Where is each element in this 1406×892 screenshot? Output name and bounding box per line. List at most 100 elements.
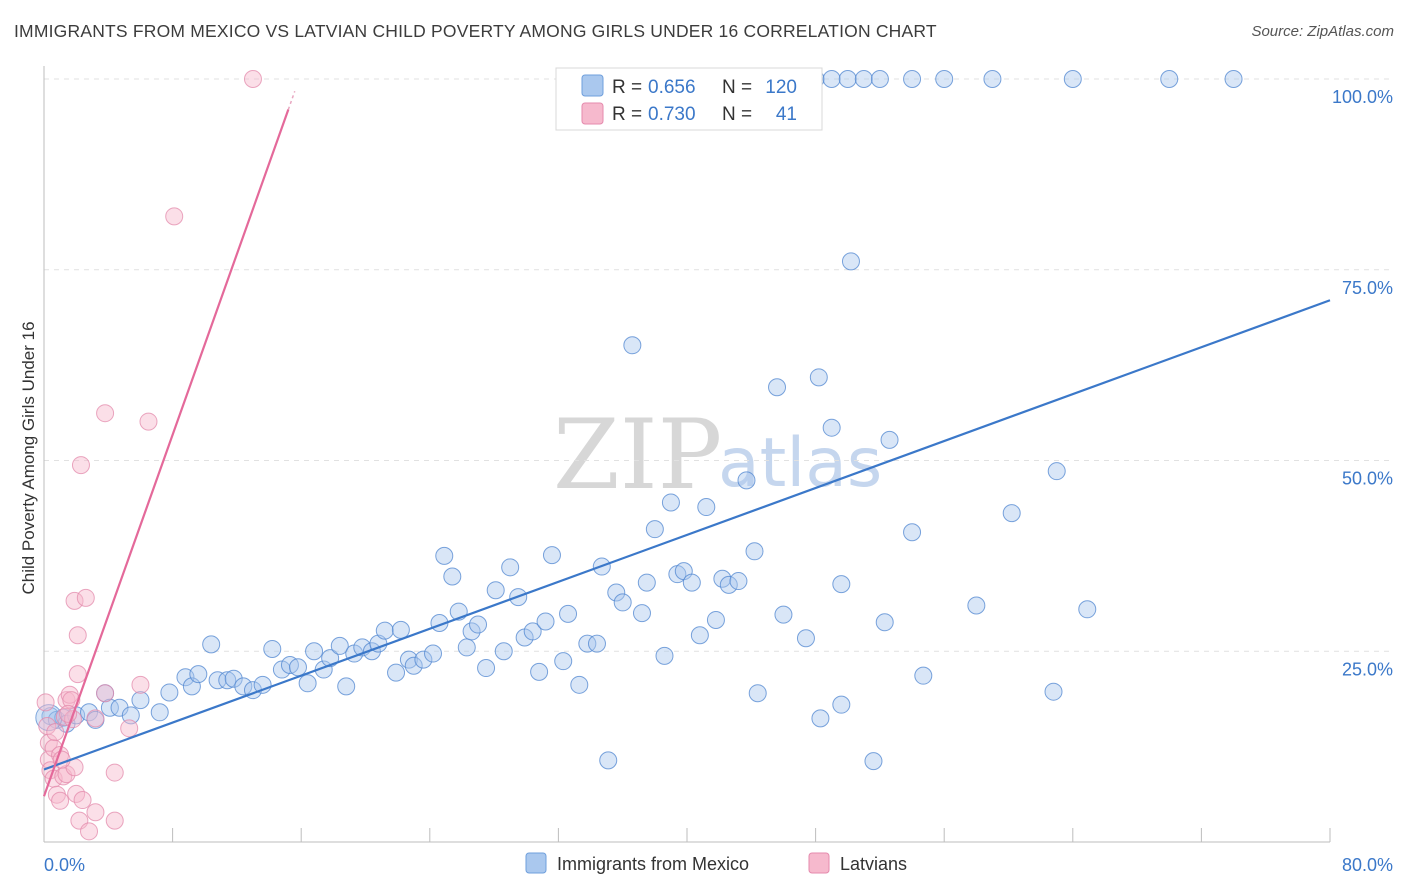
data-point bbox=[570, 675, 589, 694]
data-point bbox=[645, 520, 664, 539]
data-point bbox=[36, 693, 55, 712]
data-point bbox=[71, 456, 90, 475]
data-point bbox=[68, 665, 87, 684]
data-point bbox=[655, 646, 674, 665]
legend-swatch-latvian bbox=[581, 102, 604, 125]
data-point bbox=[822, 70, 841, 88]
data-point bbox=[838, 70, 857, 88]
data-point bbox=[841, 252, 860, 271]
data-point bbox=[399, 650, 418, 669]
legend-r-value-latvian: 0.730 bbox=[648, 104, 696, 125]
data-point bbox=[477, 659, 496, 678]
data-point bbox=[613, 593, 632, 612]
data-point bbox=[854, 70, 873, 88]
data-point bbox=[875, 613, 894, 632]
data-point bbox=[80, 822, 99, 841]
trend-lines bbox=[42, 90, 1331, 797]
data-point bbox=[189, 665, 208, 684]
data-point bbox=[68, 626, 87, 645]
data-point bbox=[86, 803, 105, 822]
data-point bbox=[1063, 70, 1082, 88]
legend-r-label-mexico: R = bbox=[612, 77, 642, 98]
data-point bbox=[150, 703, 169, 722]
data-point bbox=[1002, 504, 1021, 523]
data-point bbox=[523, 622, 542, 641]
data-point bbox=[391, 620, 410, 639]
legend-r-label-latvian: R = bbox=[612, 104, 642, 125]
data-point bbox=[607, 583, 626, 602]
data-point bbox=[661, 493, 680, 512]
data-point bbox=[637, 573, 656, 592]
y-tick-label: 25.0% bbox=[1342, 659, 1393, 679]
data-point bbox=[697, 498, 716, 517]
data-point bbox=[1078, 600, 1097, 619]
trend-line-latvian-extension bbox=[287, 90, 296, 110]
data-point bbox=[120, 719, 139, 738]
data-point bbox=[832, 695, 851, 714]
legend-swatch-mexico bbox=[581, 74, 604, 97]
data-point bbox=[870, 70, 889, 88]
data-point bbox=[542, 546, 561, 565]
data-point bbox=[218, 671, 237, 690]
data-point bbox=[234, 677, 253, 696]
data-point bbox=[105, 811, 124, 830]
data-point bbox=[387, 663, 406, 682]
data-point bbox=[903, 523, 922, 542]
data-point bbox=[486, 581, 505, 600]
data-point bbox=[983, 70, 1002, 88]
data-point bbox=[822, 418, 841, 437]
data-point bbox=[121, 706, 140, 725]
data-point bbox=[337, 677, 356, 696]
data-point bbox=[298, 674, 317, 693]
y-tick-label: 50.0% bbox=[1342, 469, 1393, 489]
data-point bbox=[682, 573, 701, 592]
data-point bbox=[65, 591, 84, 610]
data-point bbox=[774, 605, 793, 624]
data-point bbox=[748, 684, 767, 703]
data-point bbox=[76, 588, 95, 607]
data-point bbox=[51, 791, 70, 810]
data-point bbox=[443, 567, 462, 586]
data-point bbox=[745, 542, 764, 561]
data-point bbox=[165, 207, 184, 226]
data-point bbox=[243, 70, 262, 88]
data-point bbox=[796, 629, 815, 648]
data-point bbox=[768, 378, 787, 397]
legend-n-label-mexico: N = bbox=[722, 77, 752, 98]
data-point bbox=[530, 662, 549, 681]
data-point bbox=[1047, 462, 1066, 481]
legend-n-value-latvian: 41 bbox=[776, 104, 797, 125]
x-tick-label-min: 0.0% bbox=[44, 855, 85, 875]
bottom-legend-label-mexico: Immigrants from Mexico bbox=[557, 854, 749, 874]
source-label: Source: ZipAtlas.com bbox=[1251, 23, 1394, 40]
data-point bbox=[305, 642, 324, 661]
legend-n-value-mexico: 120 bbox=[765, 77, 797, 98]
data-point bbox=[729, 572, 748, 591]
watermark-atlas: atlas bbox=[718, 424, 882, 503]
data-point bbox=[96, 684, 115, 703]
data-point bbox=[632, 604, 651, 623]
data-point bbox=[578, 634, 597, 653]
data-point bbox=[160, 683, 179, 702]
data-point bbox=[100, 698, 119, 717]
data-point bbox=[435, 546, 454, 565]
trend-line-latvian bbox=[42, 109, 290, 797]
data-point bbox=[809, 368, 828, 387]
data-point bbox=[202, 635, 221, 654]
data-point bbox=[469, 615, 488, 634]
data-point bbox=[73, 791, 92, 810]
y-tick-label: 100.0% bbox=[1332, 87, 1393, 107]
data-point bbox=[880, 430, 899, 449]
chart-title: IMMIGRANTS FROM MEXICO VS LATVIAN CHILD … bbox=[14, 21, 937, 41]
data-point bbox=[457, 638, 476, 657]
bottom-legend-swatch-latvian bbox=[808, 852, 830, 874]
data-point bbox=[57, 691, 76, 710]
watermark-zip: ZIP bbox=[553, 399, 722, 511]
data-point bbox=[321, 649, 340, 668]
y-axis-label: Child Poverty Among Girls Under 16 bbox=[19, 321, 38, 594]
data-point bbox=[208, 671, 227, 690]
data-point bbox=[86, 709, 105, 728]
data-point bbox=[1044, 682, 1063, 701]
data-point bbox=[1224, 70, 1243, 88]
data-point bbox=[46, 723, 65, 742]
